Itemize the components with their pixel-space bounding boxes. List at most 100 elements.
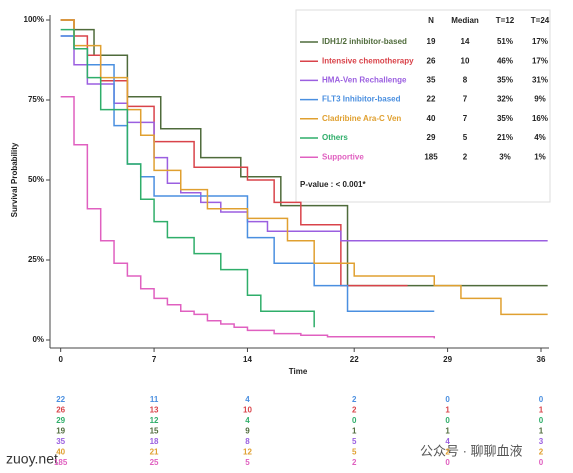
risk-count: 0 — [445, 395, 450, 404]
risk-count: 0 — [352, 416, 357, 425]
risk-count: 8 — [245, 437, 250, 446]
y-tick-label: 50% — [28, 175, 44, 184]
risk-count: 1 — [539, 406, 544, 415]
y-axis-label: Survival Probability — [10, 142, 19, 217]
risk-count: 0 — [539, 458, 544, 467]
legend-stat: 185 — [424, 152, 438, 161]
legend-stat: 35 — [427, 76, 436, 85]
x-tick-label: 14 — [243, 355, 252, 364]
risk-count: 21 — [150, 448, 159, 457]
legend-stat: 19 — [427, 37, 436, 46]
legend-stat: 32% — [497, 95, 513, 104]
legend-stat: 17% — [532, 56, 548, 65]
risk-count: 1 — [352, 427, 357, 436]
legend-stat: 7 — [463, 95, 468, 104]
legend-label: FLT3 Inhibitor-based — [322, 95, 401, 104]
legend-stat: 29 — [427, 133, 436, 142]
legend-stat: 35% — [497, 114, 513, 123]
x-tick-label: 0 — [58, 355, 63, 364]
risk-count: 2 — [352, 406, 357, 415]
legend-stat: 21% — [497, 133, 513, 142]
legend-stat: 7 — [463, 114, 468, 123]
y-tick-label: 25% — [28, 255, 44, 264]
watermark: 公众号 · 聊聊血液 — [420, 443, 523, 458]
risk-count: 2 — [539, 448, 544, 457]
y-tick-label: 100% — [24, 15, 44, 24]
legend-header: Median — [451, 16, 479, 25]
legend-label: Cladribine Ara-C Ven — [322, 114, 401, 123]
survival-curve — [60, 28, 315, 328]
legend-stat: 35% — [497, 76, 513, 85]
risk-count: 5 — [245, 458, 250, 467]
legend-stat: 14 — [461, 37, 470, 46]
survival-curve — [60, 19, 548, 316]
risk-count: 4 — [445, 437, 450, 446]
legend-stat: 31% — [532, 76, 548, 85]
legend-label: Others — [322, 133, 348, 142]
risk-count: 4 — [245, 416, 250, 425]
risk-count: 2 — [352, 458, 357, 467]
y-tick-label: 0% — [32, 335, 44, 344]
x-tick-label: 36 — [537, 355, 546, 364]
risk-count: 1 — [539, 427, 544, 436]
legend-stat: 16% — [532, 114, 548, 123]
legend-stat: 1% — [534, 152, 546, 161]
risk-count: 40 — [56, 448, 65, 457]
legend-stat: 5 — [463, 133, 468, 142]
risk-count: 4 — [245, 395, 250, 404]
legend-header: T=12 — [496, 16, 515, 25]
risk-count: 19 — [56, 427, 65, 436]
survival-curve — [60, 96, 436, 339]
risk-count: 11 — [150, 395, 159, 404]
x-axis-label: Time — [289, 367, 308, 376]
survival-curve — [60, 35, 548, 242]
risk-count: 12 — [150, 416, 159, 425]
risk-count: 12 — [243, 448, 252, 457]
risk-count: 5 — [352, 437, 357, 446]
risk-count: 1 — [445, 406, 450, 415]
p-value: P-value : < 0.001* — [300, 180, 366, 189]
risk-count: 10 — [243, 406, 252, 415]
legend-stat: 2 — [463, 152, 468, 161]
y-tick-label: 75% — [28, 95, 44, 104]
risk-count: 2 — [445, 448, 450, 457]
risk-count: 35 — [56, 437, 65, 446]
legend-label: Supportive — [322, 152, 364, 161]
risk-count: 0 — [445, 458, 450, 467]
legend-stat: 40 — [427, 114, 436, 123]
risk-count: 13 — [150, 406, 159, 415]
risk-count: 2 — [352, 395, 357, 404]
risk-count: 5 — [352, 448, 357, 457]
legend-label: HMA-Ven Rechallenge — [322, 76, 407, 85]
legend-stat: 17% — [532, 37, 548, 46]
x-tick-label: 7 — [152, 355, 157, 364]
risk-count: 22 — [56, 395, 65, 404]
legend-stat: 3% — [499, 152, 511, 161]
risk-count: 185 — [54, 458, 68, 467]
legend-stat: 4% — [534, 133, 546, 142]
risk-count: 15 — [150, 427, 159, 436]
legend-stat: 22 — [427, 95, 436, 104]
risk-count: 9 — [245, 427, 250, 436]
legend-stat: 10 — [461, 56, 470, 65]
risk-count: 25 — [150, 458, 159, 467]
x-tick-label: 22 — [350, 355, 359, 364]
risk-count: 0 — [539, 416, 544, 425]
risk-count: 26 — [56, 406, 65, 415]
survival-curve — [60, 19, 548, 287]
risk-count: 18 — [150, 437, 159, 446]
risk-count: 1 — [445, 427, 450, 436]
legend-stat: 26 — [427, 56, 436, 65]
legend-stat: 9% — [534, 95, 546, 104]
watermark: zuoy.net — [6, 451, 58, 467]
legend-box — [295, 9, 551, 203]
legend-label: Intensive chemotherapy — [322, 56, 414, 65]
legend-header: T=24 — [531, 16, 550, 25]
risk-count: 0 — [445, 416, 450, 425]
risk-count: 0 — [539, 395, 544, 404]
legend-stat: 51% — [497, 37, 513, 46]
legend-label: IDH1/2 inhibitor-based — [322, 37, 407, 46]
legend-stat: 46% — [497, 56, 513, 65]
risk-count: 29 — [56, 416, 65, 425]
